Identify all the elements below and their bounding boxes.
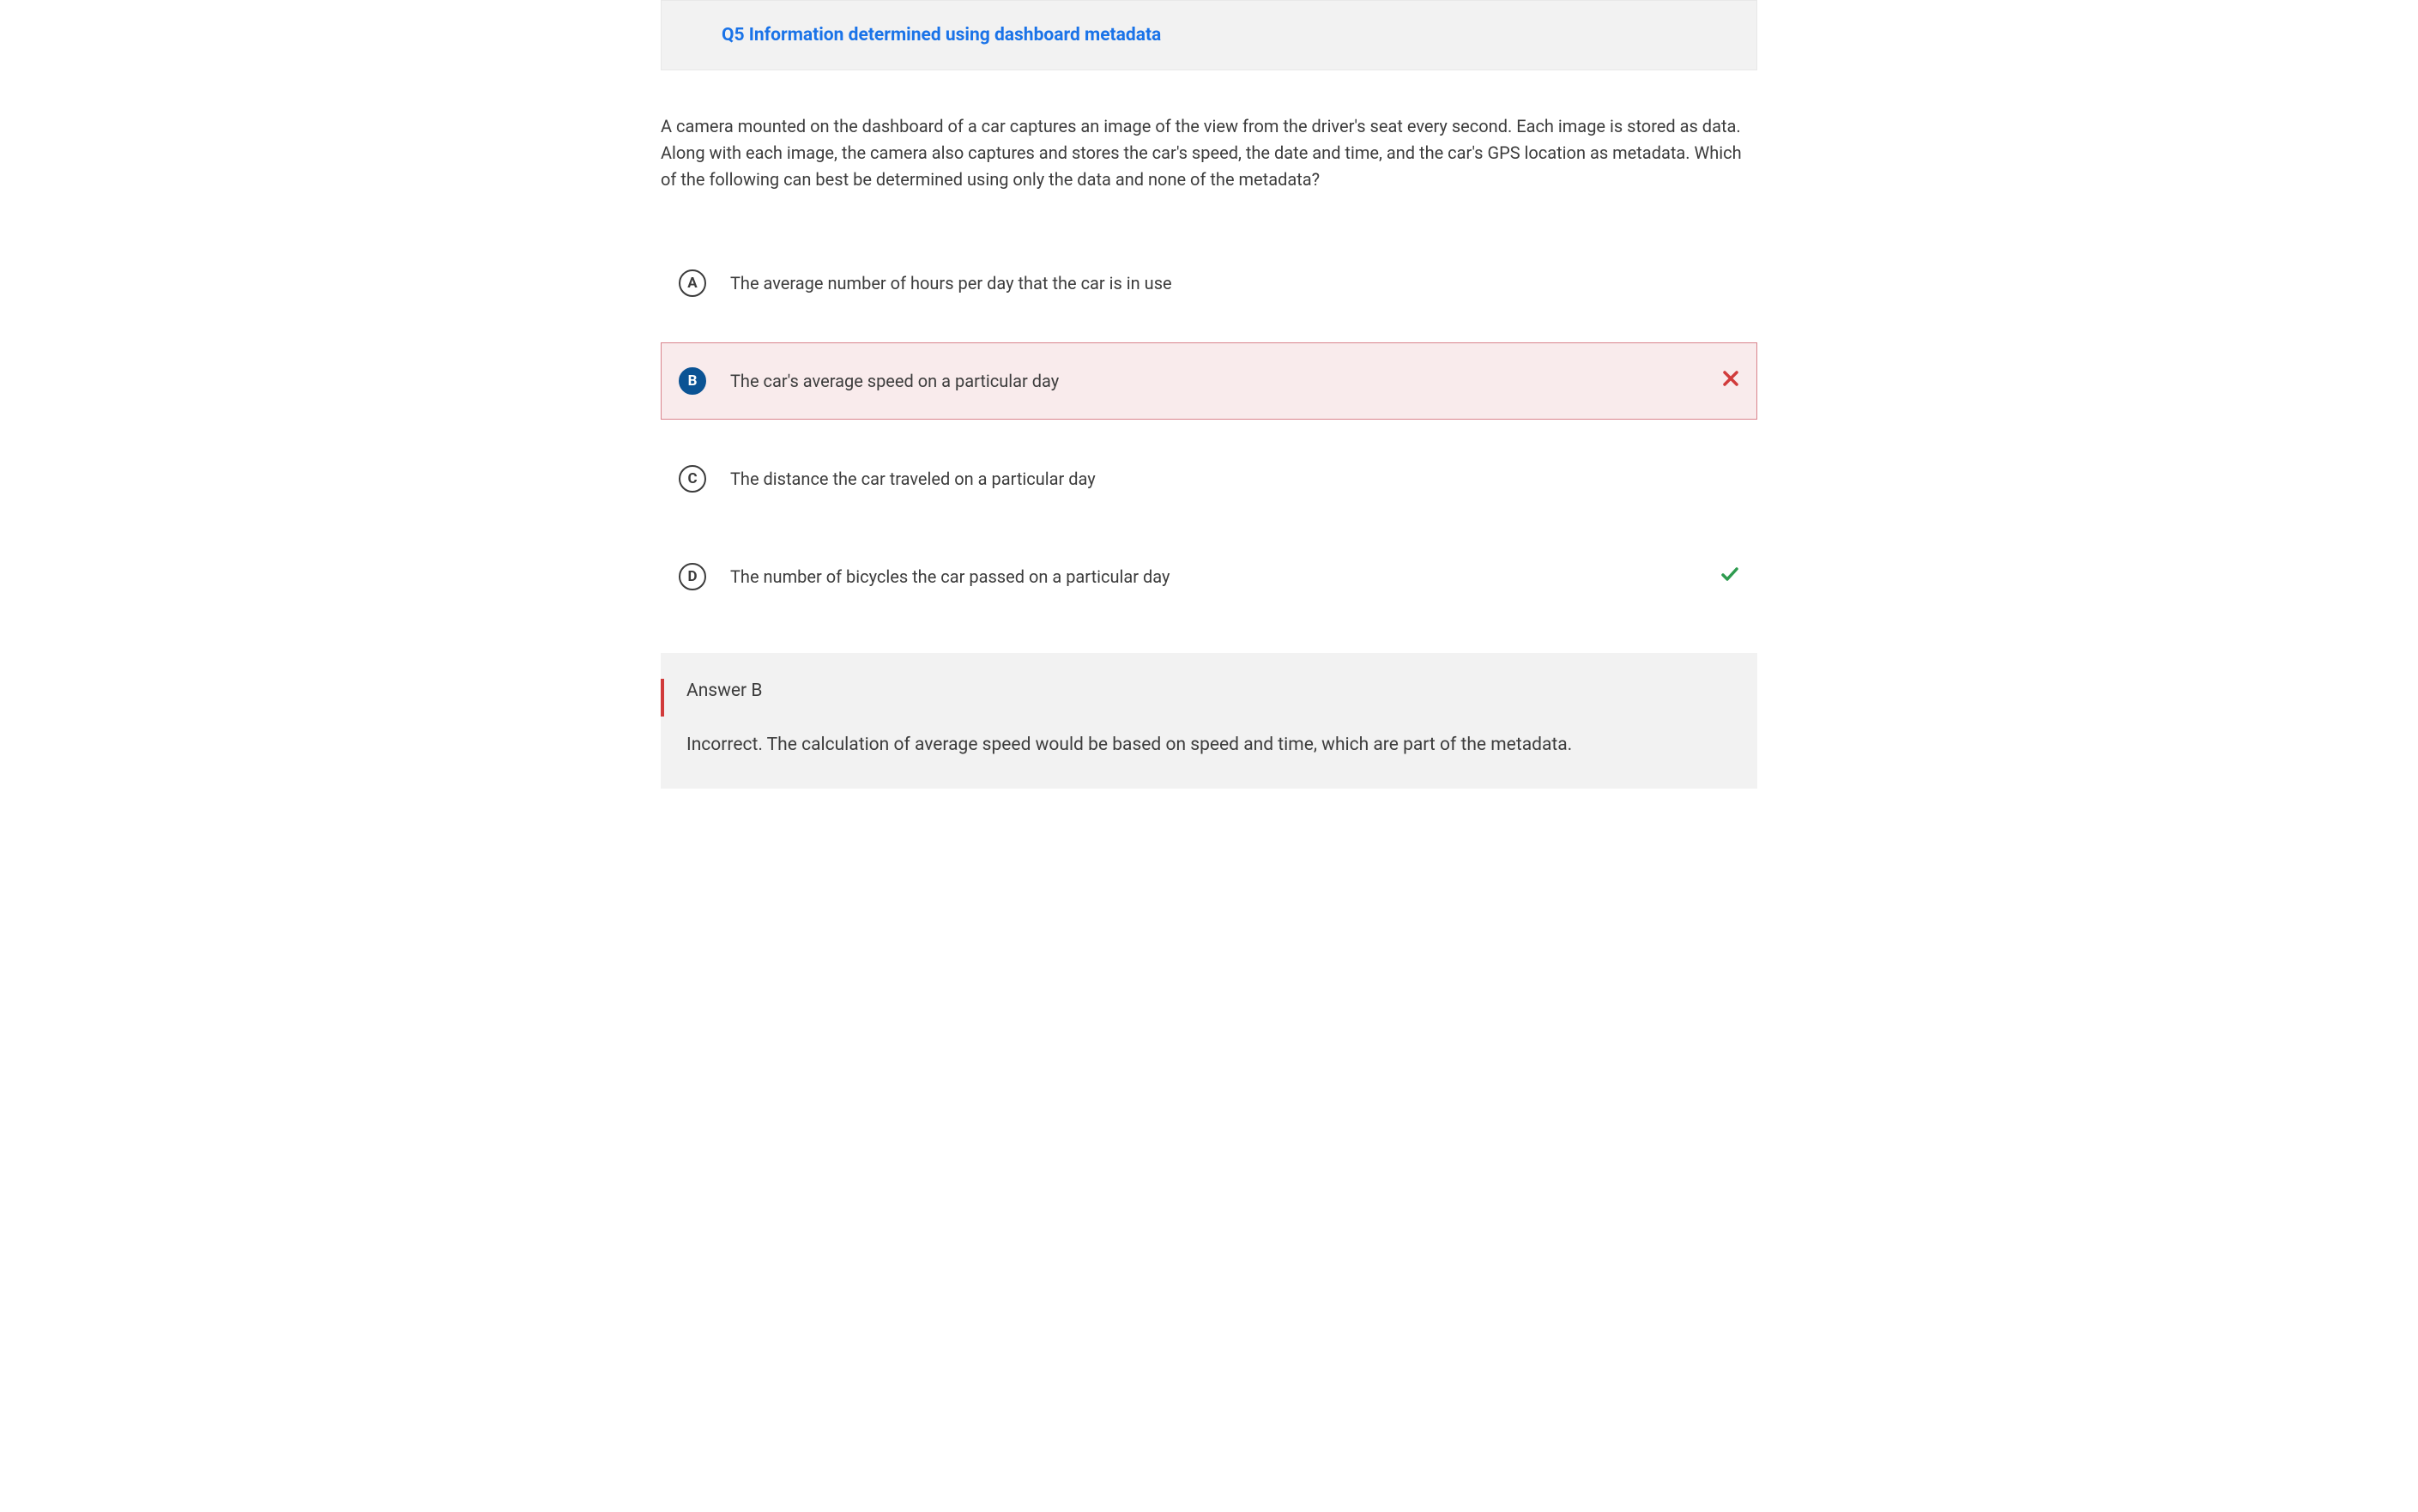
feedback-accent: Answer B (661, 679, 1732, 717)
check-icon (1720, 565, 1739, 584)
wrong-mark-icon (1722, 370, 1739, 392)
feedback-label: Answer B (686, 680, 1732, 701)
feedback-panel: Answer B Incorrect. The calculation of a… (661, 653, 1757, 789)
option-b-letter: B (679, 367, 706, 395)
option-a[interactable]: A The average number of hours per day th… (661, 245, 1757, 322)
question-title: Q5 Information determined using dashboar… (722, 25, 1696, 45)
option-b-text: The car's average speed on a particular … (730, 371, 1705, 391)
correct-mark-icon (1720, 565, 1739, 589)
option-c-text: The distance the car traveled on a parti… (730, 469, 1739, 489)
question-header: Q5 Information determined using dashboar… (661, 0, 1757, 70)
question-prompt: A camera mounted on the dashboard of a c… (661, 113, 1757, 193)
option-a-letter: A (679, 269, 706, 297)
feedback-text: Incorrect. The calculation of average sp… (686, 732, 1732, 759)
option-c-letter: C (679, 465, 706, 493)
option-b[interactable]: B The car's average speed on a particula… (661, 342, 1757, 420)
x-icon (1722, 370, 1739, 387)
option-a-text: The average number of hours per day that… (730, 273, 1739, 293)
options-list: A The average number of hours per day th… (661, 245, 1757, 636)
option-c[interactable]: C The distance the car traveled on a par… (661, 440, 1757, 517)
option-d-letter: D (679, 563, 706, 590)
option-d-text: The number of bicycles the car passed on… (730, 566, 1703, 587)
option-d[interactable]: D The number of bicycles the car passed … (661, 538, 1757, 615)
question-container: Q5 Information determined using dashboar… (644, 0, 1774, 789)
